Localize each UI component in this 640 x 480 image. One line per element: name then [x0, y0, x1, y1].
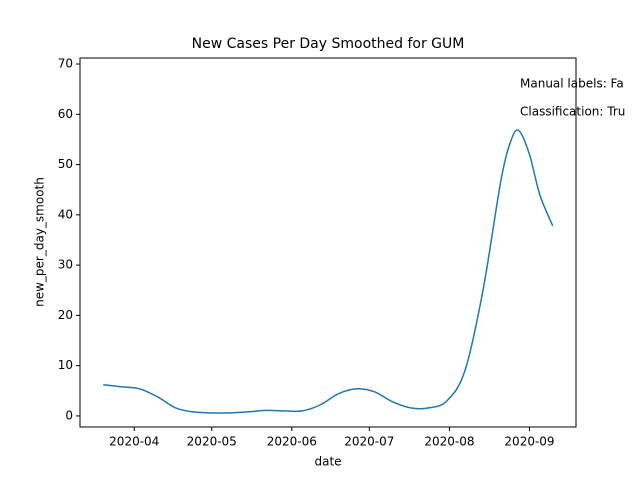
x-tick-label: 2020-07 — [344, 435, 394, 449]
y-tick-label: 50 — [58, 157, 73, 171]
annotation: Manual labels: Fa — [520, 77, 624, 91]
y-tick-label: 40 — [58, 207, 73, 221]
annotation: Classification: Tru — [520, 105, 625, 119]
plot-frame — [79, 57, 577, 428]
y-tick-label: 70 — [58, 57, 73, 71]
y-tick-label: 20 — [58, 308, 73, 322]
x-tick-label: 2020-08 — [424, 435, 474, 449]
line — [103, 129, 554, 414]
x-tick-label: 2020-05 — [187, 435, 237, 449]
y-tick-label: 10 — [58, 358, 73, 372]
chart-title: New Cases Per Day Smoothed for GUM — [192, 36, 465, 52]
x-axis-label: date — [314, 455, 341, 469]
x-tick-label: 2020-06 — [267, 435, 317, 449]
y-tick-label: 60 — [58, 107, 73, 121]
x-tick-label: 2020-04 — [109, 435, 159, 449]
y-tick-label: 0 — [65, 408, 73, 422]
x-tick-label: 2020-09 — [504, 435, 554, 449]
y-tick-label: 30 — [58, 258, 73, 272]
y-axis-label: new_per_day_smooth — [33, 177, 47, 307]
